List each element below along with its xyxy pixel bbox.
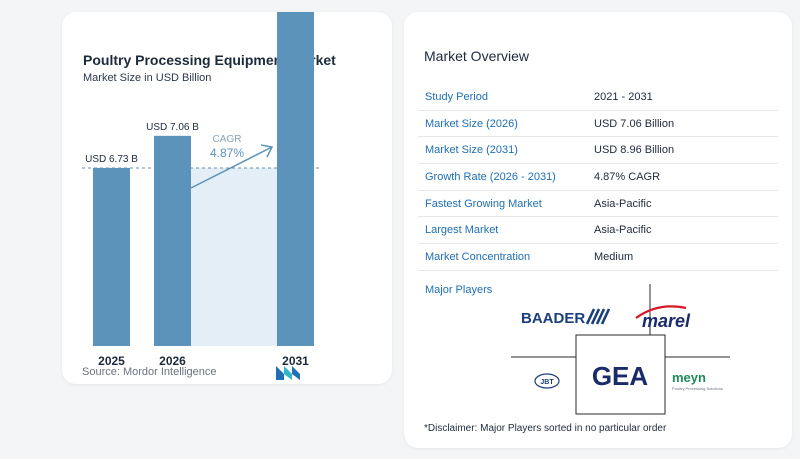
market-overview-card: Market Overview Study Period 2021 - 2031 M…: [404, 12, 792, 448]
cagr-arrowhead: [260, 144, 274, 158]
x-tick-label: 2025: [98, 354, 125, 368]
meyn-logo: meyn Poultry Processing Solutions: [672, 370, 723, 391]
marel-logo: marel: [635, 305, 691, 331]
chart-subtitle: Market Size in USD Billion: [83, 72, 212, 84]
disclaimer-text: *Disclaimer: Major Players sorted in no …: [424, 423, 667, 434]
overview-row-value: Asia-Pacific: [594, 224, 652, 237]
marel-swoosh-icon: [635, 305, 687, 319]
overview-row: Growth Rate (2026 - 2031) 4.87% CAGR: [418, 164, 778, 191]
overview-table: Study Period 2021 - 2031 Market Size (2026…: [418, 84, 778, 271]
overview-row-key: Market Size (2031): [425, 144, 518, 157]
mordor-logo-icon: [276, 366, 300, 380]
overview-row-key: Fastest Growing Market: [425, 197, 542, 210]
chart-title: Poultry Processing Equipment Market: [83, 52, 336, 68]
source-text: Source: Mordor Intelligence: [82, 366, 217, 378]
bar-2026: [154, 135, 191, 346]
major-players-logos: BAADER marel JBT GEA meyn Poultry Proces…: [511, 284, 730, 415]
bar-2031: [277, 12, 314, 346]
overview-row-value: Medium: [594, 251, 634, 264]
bar-value-label: USD 6.73 B: [85, 154, 138, 165]
gea-logo-text: GEA: [592, 361, 649, 391]
overview-row-value: USD 8.96 Billion: [594, 144, 675, 157]
marel-logo-text: marel: [642, 311, 691, 331]
jbt-logo: JBT: [534, 373, 560, 389]
x-tick-label: 2031: [282, 354, 309, 368]
overview-row-key: Market Concentration: [425, 251, 531, 264]
overview-row: Market Size (2031) USD 8.96 Billion: [418, 137, 778, 165]
overview-row-key: Growth Rate (2026 - 2031): [425, 171, 556, 184]
meyn-logo-text: meyn: [672, 370, 706, 385]
overview-row-value: Asia-Pacific: [594, 197, 652, 210]
overview-row: Fastest Growing Market Asia-Pacific: [418, 191, 778, 218]
baader-logo-text: BAADER: [521, 310, 585, 327]
jbt-logo-text: JBT: [540, 379, 554, 386]
baader-logo: BAADER: [521, 308, 611, 327]
overview-row-value: USD 7.06 Billion: [594, 117, 675, 130]
overview-row-key: Largest Market: [425, 224, 499, 237]
overview-title: Market Overview: [424, 48, 530, 64]
cagr-label: CAGR: [213, 134, 242, 145]
meyn-tagline: Poultry Processing Solutions: [672, 386, 723, 391]
overview-row: Market Size (2026) USD 7.06 Billion: [418, 111, 778, 138]
jbt-globe-icon: [534, 373, 560, 389]
overview-row-key: Market Size (2026): [425, 117, 518, 130]
overview-row: Largest Market Asia-Pacific: [418, 217, 778, 245]
chart-card: Poultry Processing Equipment Market Mark…: [62, 12, 392, 384]
overview-row-key: Study Period: [425, 91, 488, 103]
major-players-title: Major Players: [425, 284, 493, 296]
baader-stripes-icon: [585, 308, 611, 325]
x-tick-label: 2026: [159, 354, 186, 368]
overview-row: Study Period 2021 - 2031: [418, 84, 778, 111]
bar-2025: [93, 167, 130, 346]
overview-row-value: 4.87% CAGR: [594, 171, 661, 184]
cagr-arrow: [190, 146, 273, 189]
overview-row-value: 2021 - 2031: [594, 91, 653, 103]
bar-value-label: USD 7.06 B: [146, 122, 199, 133]
overview-row: Market Concentration Medium: [418, 244, 778, 271]
projection-band: [191, 167, 277, 346]
cagr-value: 4.87%: [210, 146, 244, 160]
